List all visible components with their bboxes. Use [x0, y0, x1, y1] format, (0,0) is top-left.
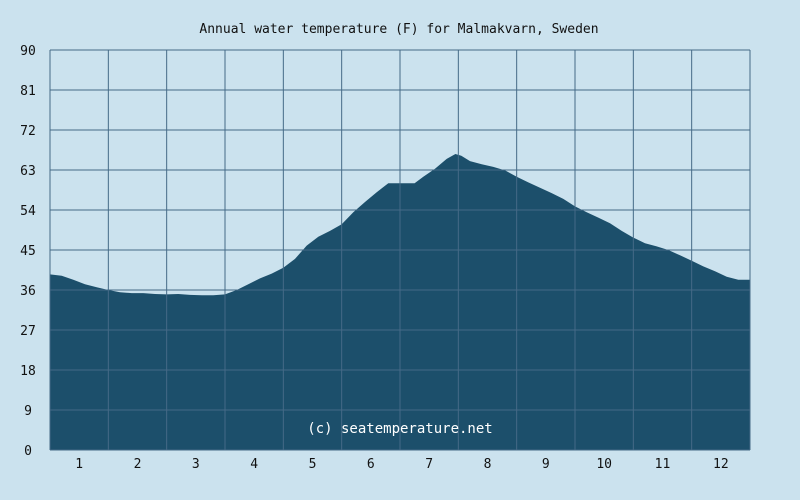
- y-axis-ticks: 0 9 18 27 36 45 54 63 72 81 90: [20, 44, 36, 459]
- x-tick-label: 1: [75, 457, 83, 472]
- y-tick-label: 72: [20, 124, 36, 139]
- y-tick-label: 45: [20, 244, 36, 259]
- x-tick-label: 10: [596, 457, 612, 472]
- y-tick-label: 81: [20, 84, 36, 99]
- x-tick-label: 6: [367, 457, 375, 472]
- x-tick-label: 8: [484, 457, 492, 472]
- y-tick-label: 18: [20, 364, 36, 379]
- grid-layer: [49, 49, 751, 451]
- x-tick-label: 3: [192, 457, 200, 472]
- y-tick-label: 27: [20, 324, 36, 339]
- x-axis-ticks: 1 2 3 4 5 6 7 8 9 10 11 12: [75, 457, 728, 472]
- x-tick-label: 2: [134, 457, 142, 472]
- y-tick-label: 90: [20, 44, 36, 59]
- x-tick-label: 12: [713, 457, 729, 472]
- chart-title: Annual water temperature (F) for Malmakv…: [199, 22, 598, 37]
- x-tick-label: 7: [425, 457, 433, 472]
- y-tick-label: 54: [20, 204, 36, 219]
- y-tick-label: 0: [24, 444, 32, 459]
- x-tick-label: 5: [309, 457, 317, 472]
- x-tick-label: 11: [655, 457, 671, 472]
- y-tick-label: 63: [20, 164, 36, 179]
- y-tick-label: 9: [24, 404, 32, 419]
- credit-annotation: (c) seatemperature.net: [307, 421, 492, 437]
- x-tick-label: 9: [542, 457, 550, 472]
- x-tick-label: 4: [250, 457, 258, 472]
- y-tick-label: 36: [20, 284, 36, 299]
